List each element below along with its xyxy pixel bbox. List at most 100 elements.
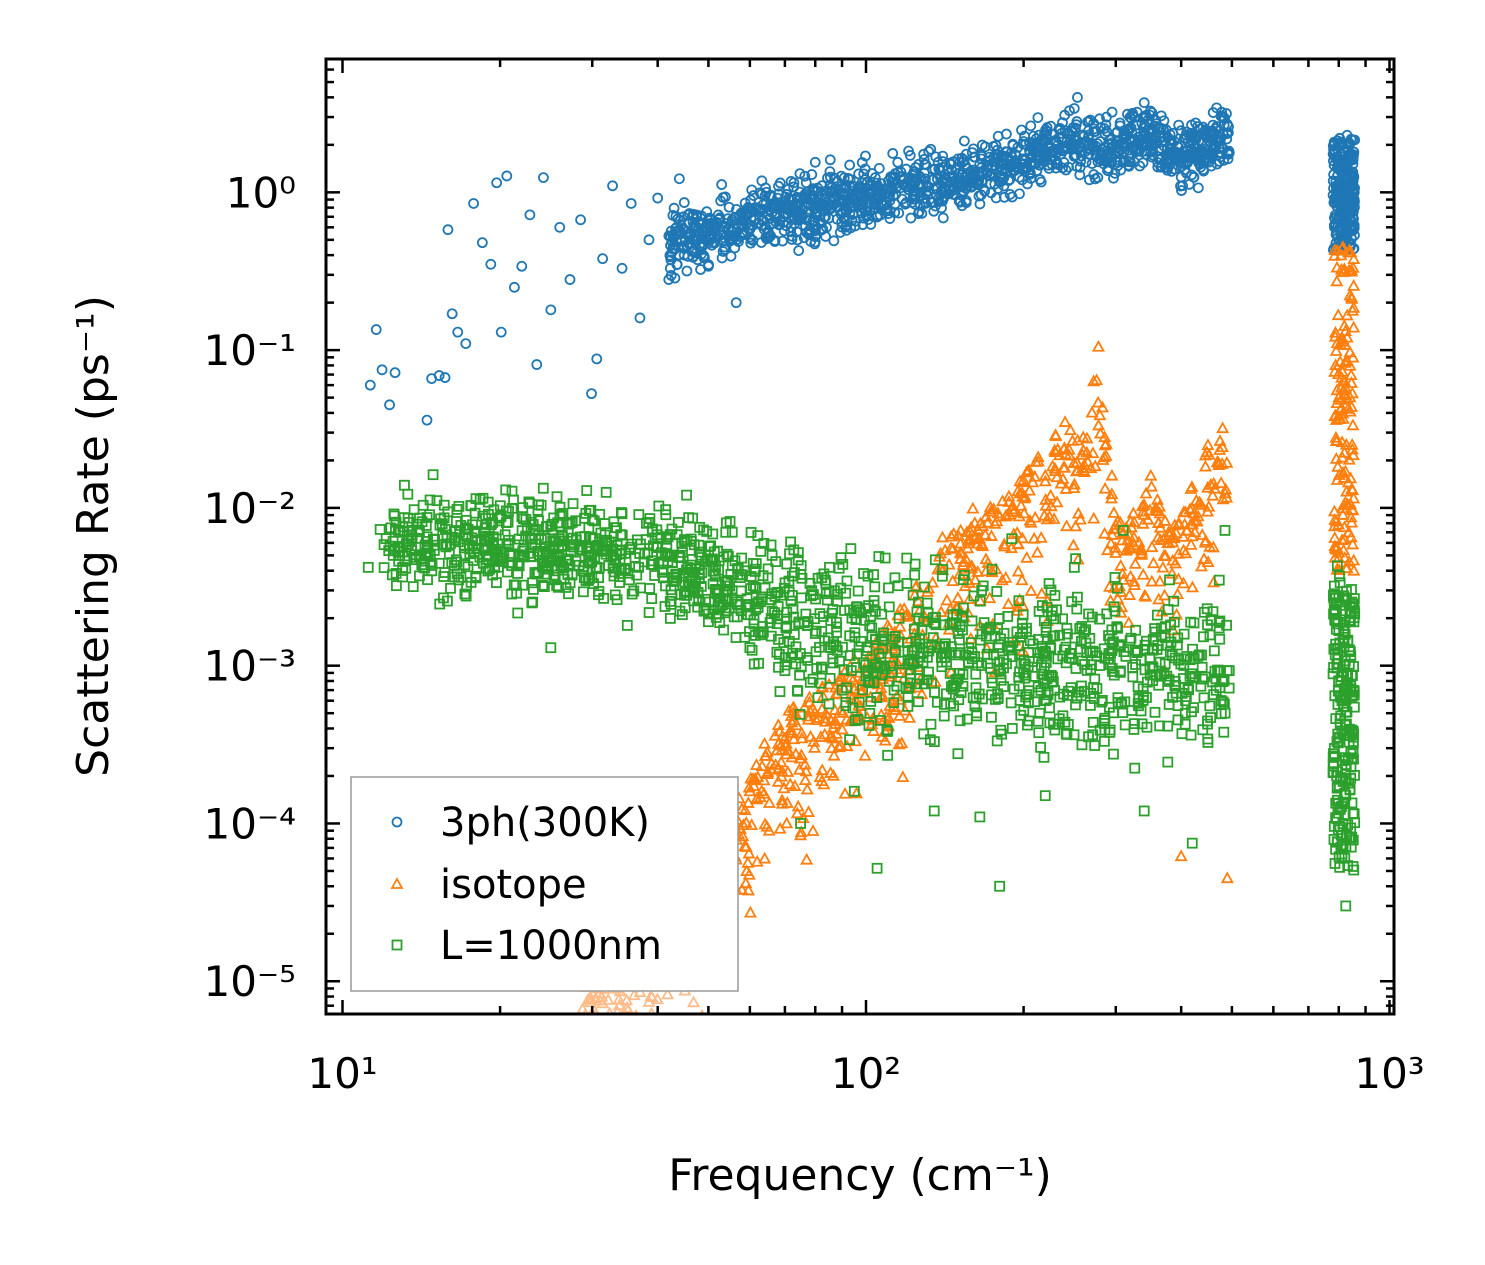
scatter-point bbox=[762, 572, 774, 584]
scatter-point bbox=[1038, 615, 1050, 627]
scatter-point bbox=[1145, 540, 1159, 553]
scatter-point bbox=[1014, 498, 1028, 511]
scatter-point bbox=[1185, 480, 1199, 492]
scatter-point bbox=[390, 523, 401, 535]
scatter-point bbox=[1151, 118, 1162, 130]
scatter-point bbox=[575, 214, 587, 226]
scatter-point bbox=[1199, 534, 1213, 546]
scatter-point bbox=[875, 640, 889, 653]
scatter-point bbox=[1023, 646, 1035, 658]
scatter-point bbox=[1212, 136, 1224, 147]
scatter-point bbox=[1344, 368, 1358, 381]
scatter-point bbox=[938, 173, 950, 185]
scatter-point bbox=[1062, 448, 1076, 461]
scatter-point bbox=[643, 517, 655, 528]
scatter-point bbox=[1114, 558, 1128, 571]
scatter-point bbox=[1168, 135, 1180, 147]
scatter-point bbox=[790, 806, 804, 819]
scatter-point bbox=[576, 544, 587, 556]
scatter-point bbox=[390, 568, 402, 579]
scatter-point bbox=[1081, 455, 1095, 467]
scatter-point bbox=[1121, 137, 1132, 149]
scatter-point bbox=[853, 696, 865, 708]
scatter-point bbox=[812, 572, 824, 584]
scatter-point bbox=[825, 741, 839, 754]
scatter-point bbox=[849, 715, 861, 727]
scatter-point bbox=[1332, 728, 1344, 740]
scatter-point bbox=[1104, 536, 1118, 549]
scatter-point bbox=[1050, 470, 1064, 483]
scatter-point bbox=[1165, 636, 1177, 648]
scatter-point bbox=[837, 206, 849, 218]
scatter-point bbox=[1052, 653, 1064, 665]
scatter-point bbox=[1050, 495, 1064, 508]
axes-frame bbox=[324, 57, 1396, 1016]
scatter-point bbox=[889, 572, 901, 584]
scatter-point bbox=[775, 793, 789, 806]
scatter-point bbox=[893, 709, 907, 721]
y-tick-label: 10⁻⁴ bbox=[204, 799, 296, 848]
scatter-point bbox=[958, 135, 970, 147]
scatter-point bbox=[1343, 497, 1357, 509]
scatter-point bbox=[390, 516, 402, 528]
scatter-point bbox=[1018, 667, 1029, 679]
scatter-point bbox=[1104, 633, 1116, 645]
scatter-point bbox=[459, 549, 471, 561]
scatter-point bbox=[1153, 574, 1167, 587]
scatter-point bbox=[635, 582, 646, 594]
scatter-point bbox=[748, 772, 762, 784]
scatter-point bbox=[958, 579, 972, 592]
scatter-point bbox=[747, 580, 759, 592]
scatter-point bbox=[957, 574, 969, 586]
scatter-point bbox=[552, 517, 564, 529]
scatter-point bbox=[921, 597, 933, 609]
scatter-point bbox=[931, 696, 943, 708]
scatter-point bbox=[991, 157, 1003, 169]
scatter-point bbox=[688, 595, 700, 607]
scatter-point bbox=[925, 143, 937, 155]
scatter-point bbox=[771, 646, 783, 658]
scatter-point bbox=[1162, 536, 1176, 549]
scatter-point bbox=[1144, 109, 1156, 121]
scatter-point bbox=[1349, 195, 1360, 207]
scatter-point bbox=[1348, 661, 1360, 672]
scatter-point bbox=[784, 709, 798, 721]
scatter-point bbox=[1215, 665, 1226, 677]
scatter-point bbox=[640, 534, 652, 545]
scatter-point bbox=[653, 500, 665, 512]
scatter-point bbox=[512, 607, 524, 619]
scatter-point bbox=[697, 240, 708, 252]
scatter-point bbox=[707, 221, 719, 233]
scatter-point bbox=[729, 231, 740, 243]
scatter-point bbox=[758, 538, 770, 549]
scatter-point bbox=[1215, 695, 1227, 706]
scatter-point bbox=[773, 661, 784, 673]
scatter-point bbox=[1347, 279, 1361, 291]
scatter-point bbox=[380, 533, 392, 544]
scatter-point bbox=[838, 664, 850, 675]
scatter-point bbox=[713, 564, 725, 576]
scatter-point bbox=[1172, 714, 1184, 726]
scatter-point bbox=[1111, 582, 1123, 594]
scatter-point bbox=[1204, 629, 1216, 641]
scatter-point bbox=[852, 713, 864, 725]
scatter-point bbox=[1164, 158, 1176, 170]
scatter-point bbox=[1339, 655, 1351, 667]
scatter-point bbox=[1070, 663, 1082, 674]
scatter-point bbox=[1023, 697, 1034, 709]
scatter-point bbox=[785, 595, 797, 607]
scatter-point bbox=[511, 587, 523, 599]
scatter-point bbox=[1336, 332, 1350, 345]
scatter-point bbox=[1160, 621, 1171, 632]
scatter-point bbox=[1084, 461, 1098, 474]
scatter-point bbox=[955, 687, 967, 698]
scatter-point bbox=[1137, 122, 1149, 134]
scatter-point bbox=[657, 572, 669, 584]
scatter-point bbox=[799, 170, 811, 182]
scatter-point bbox=[775, 729, 789, 742]
scatter-point bbox=[1343, 345, 1357, 358]
scatter-point bbox=[612, 998, 627, 1011]
scatter-point bbox=[1024, 145, 1035, 157]
scatter-point bbox=[743, 905, 757, 918]
scatter-point bbox=[795, 818, 806, 829]
